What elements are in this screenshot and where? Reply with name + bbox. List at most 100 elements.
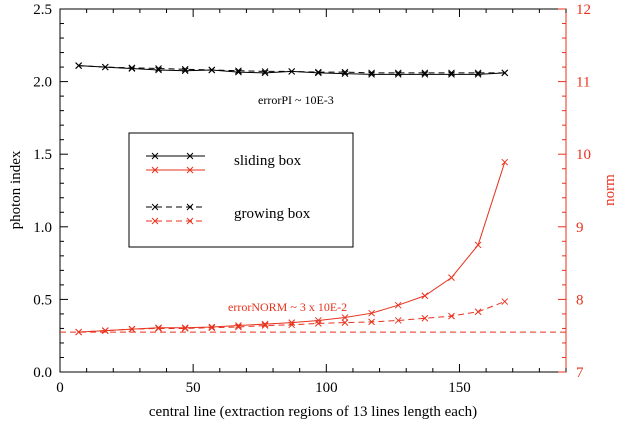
data-point [394, 317, 402, 324]
data-point [421, 70, 429, 78]
data-point [314, 69, 322, 77]
data-point [235, 67, 242, 75]
data-point-stroke-b [394, 70, 402, 78]
data-point [128, 65, 136, 72]
data-point-stroke-b [261, 69, 269, 77]
data-point [181, 325, 189, 332]
data-point [448, 69, 455, 77]
y-tick-label: 1.5 [33, 147, 52, 163]
y-tick-label: 2.0 [33, 75, 52, 91]
y-tick-label: 1.0 [33, 220, 52, 236]
data-point-stroke-b [394, 69, 402, 77]
data-point-stroke-b [394, 301, 402, 309]
data-point-stroke-b [155, 325, 162, 332]
x-tick-label: 100 [315, 380, 338, 396]
data-point-stroke-b [128, 65, 136, 72]
y2-axis-ticks: 7 8 9 10 11 12 [558, 2, 591, 381]
data-point [235, 322, 242, 329]
series-0 [75, 62, 509, 78]
data-point-stroke-b [341, 68, 349, 76]
data-point-stroke-b [421, 314, 429, 322]
data-point-stroke-b [101, 327, 109, 334]
data-point-stroke-b [314, 317, 322, 324]
data-point-stroke-b [501, 69, 509, 77]
data-point-stroke-b [101, 63, 109, 71]
data-point [421, 314, 429, 322]
data-point-stroke-b [501, 298, 509, 305]
data-point-stroke-b [341, 319, 349, 326]
data-point-stroke-b [341, 314, 349, 321]
data-point-stroke-b [314, 320, 322, 327]
data-point [448, 274, 455, 281]
y-tick-label: 0.0 [33, 365, 52, 381]
data-point [501, 69, 509, 77]
data-point [261, 322, 269, 329]
y2-tick-label: 8 [576, 292, 584, 308]
legend-sample-sliding-red-marker-stroke-b [151, 166, 159, 174]
data-point [474, 241, 482, 249]
plot-frame [59, 8, 567, 373]
y-tick-label: 2.5 [33, 2, 52, 18]
data-point-stroke-b [368, 69, 375, 77]
legend-sample-sliding-black-marker [186, 152, 194, 160]
data-point-stroke-b [181, 325, 189, 332]
data-point [101, 327, 109, 334]
series-1 [75, 62, 509, 77]
data-point-stroke-b [448, 312, 455, 320]
annotation-error-norm: errorNORM ~ 3 x 10E-2 [228, 300, 347, 314]
data-point-stroke-b [155, 65, 162, 72]
data-point [155, 325, 162, 332]
data-point [314, 68, 322, 76]
data-point [235, 68, 242, 76]
legend-sample-sliding-red-marker-stroke-b [186, 166, 194, 174]
data-point-stroke-b [421, 292, 429, 300]
data-point-stroke-b [128, 325, 136, 333]
data-point [155, 65, 162, 72]
data-point-stroke-b [314, 69, 322, 77]
data-point [474, 70, 482, 78]
legend-sample-growing-black-marker-stroke-b [186, 203, 194, 211]
data-point-stroke-b [155, 66, 162, 74]
x-axis-ticks: 0 50 100 150 [56, 9, 567, 396]
data-point [128, 64, 136, 72]
legend-sample-growing-black-marker-stroke-b [151, 203, 159, 211]
data-point [394, 69, 402, 77]
y2-tick-label: 7 [576, 365, 584, 381]
data-point-stroke-b [394, 317, 402, 324]
data-point-stroke-b [288, 68, 296, 75]
data-point-stroke-b [474, 308, 482, 316]
x-tick-label: 150 [448, 380, 471, 396]
data-point-stroke-b [368, 309, 375, 317]
data-point [341, 314, 349, 321]
legend-label-sliding-box: sliding box [234, 153, 302, 169]
data-point-stroke-b [421, 70, 429, 78]
data-point [368, 309, 375, 317]
data-point [474, 308, 482, 316]
legend-label-growing-box: growing box [234, 206, 311, 222]
y-axis-label: photon index [8, 150, 24, 229]
data-point-stroke-b [235, 322, 242, 329]
y2-tick-label: 12 [576, 2, 591, 18]
data-point-stroke-b [75, 328, 82, 336]
data-point [421, 69, 429, 77]
legend-sample-sliding-black-marker-stroke-b [151, 152, 159, 160]
data-point-stroke-b [181, 65, 189, 73]
legend-sample-growing-red-marker [151, 217, 159, 225]
legend-sample-sliding-black-marker-stroke-b [186, 152, 194, 160]
data-point [128, 325, 136, 333]
data-point-stroke-b [368, 318, 375, 326]
legend-sample-sliding-red-marker [151, 166, 159, 174]
data-point-stroke-b [368, 70, 375, 78]
data-point-stroke-b [314, 68, 322, 76]
data-point [181, 65, 189, 73]
data-point [75, 62, 82, 69]
data-point [155, 66, 162, 74]
x-axis-label: central line (extraction regions of 13 l… [149, 404, 477, 420]
data-point [474, 69, 482, 77]
data-point [341, 70, 349, 77]
data-point-stroke-b [288, 321, 296, 329]
data-point [235, 323, 242, 331]
data-point [208, 324, 216, 332]
data-point-stroke-b [501, 158, 509, 166]
data-point [261, 68, 269, 75]
